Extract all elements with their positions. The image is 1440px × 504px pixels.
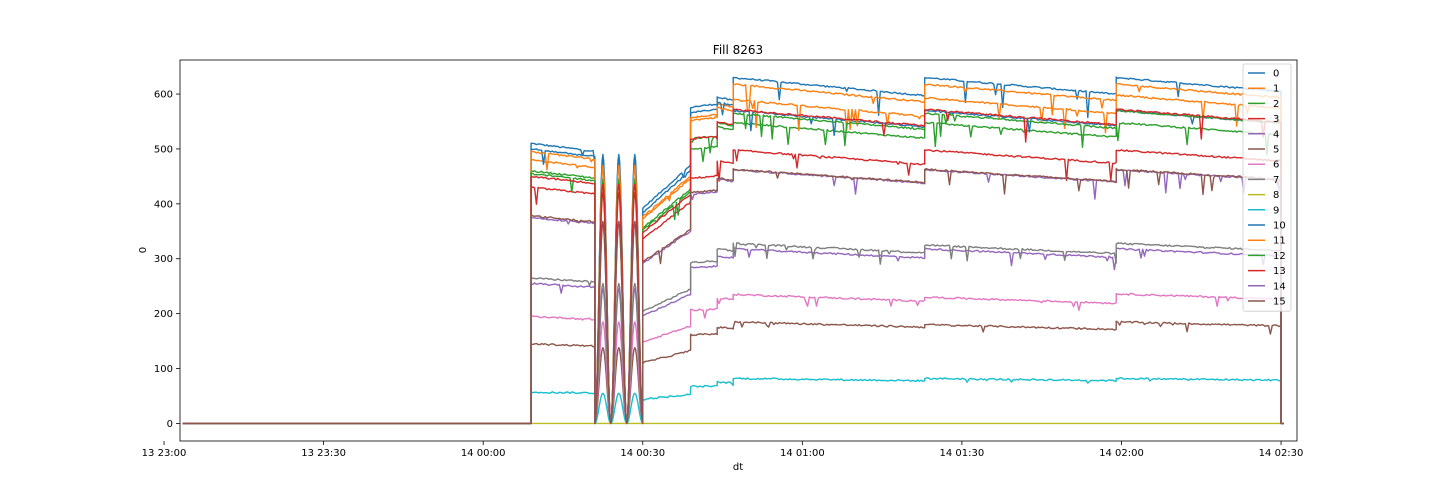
x-axis: 13 23:00 13 23:30 14 00:00 14 00:30 14 01:00… — [142, 441, 1304, 459]
y-tick-label: 300 — [154, 254, 173, 265]
legend-label: 3 — [1273, 114, 1279, 125]
x-tick-label: 14 02:30 — [1259, 448, 1304, 459]
series-layer — [182, 76, 1284, 425]
legend-label: 11 — [1273, 236, 1286, 247]
x-tick-label: 13 23:30 — [301, 448, 346, 459]
y-axis-title: 0 — [138, 247, 149, 253]
y-tick-label: 100 — [154, 364, 173, 375]
plot-frame — [179, 59, 1298, 442]
legend-label: 7 — [1273, 175, 1279, 186]
y-tick-label: 200 — [154, 309, 173, 320]
x-tick-label: 14 00:30 — [620, 448, 665, 459]
legend-label: 2 — [1273, 99, 1279, 110]
legend-label: 4 — [1273, 129, 1279, 140]
legend-label: 15 — [1273, 297, 1286, 308]
x-tick-label: 14 02:00 — [1099, 448, 1144, 459]
legend-label: 9 — [1273, 205, 1279, 216]
legend-label: 13 — [1273, 266, 1286, 277]
legend-label: 8 — [1273, 190, 1279, 201]
x-tick-label: 14 00:00 — [461, 448, 506, 459]
x-tick-label: 14 01:00 — [780, 448, 825, 459]
series-line-9 — [182, 377, 1284, 425]
legend-label: 10 — [1273, 221, 1286, 232]
x-tick-label: 13 23:00 — [142, 448, 187, 459]
x-tick-label: 14 01:30 — [940, 448, 985, 459]
series-line-15 — [182, 167, 1284, 425]
legend-label: 1 — [1273, 84, 1279, 95]
y-tick-label: 500 — [154, 144, 173, 155]
y-tick-label: 400 — [154, 199, 173, 210]
x-axis-title: dt — [733, 462, 743, 473]
chart-title: Fill 8263 — [713, 43, 763, 57]
legend-label: 12 — [1273, 251, 1286, 262]
legend-frame — [1242, 63, 1292, 312]
legend-label: 0 — [1273, 69, 1279, 80]
plot-area — [180, 60, 1297, 441]
y-axis: 0 100 200 300 400 500 600 — [154, 90, 180, 430]
legend-label: 14 — [1273, 281, 1286, 292]
y-tick-label: 600 — [154, 90, 173, 101]
legend-label: 6 — [1273, 160, 1279, 171]
legend-label: 5 — [1273, 145, 1279, 156]
y-tick-label: 0 — [167, 419, 173, 430]
